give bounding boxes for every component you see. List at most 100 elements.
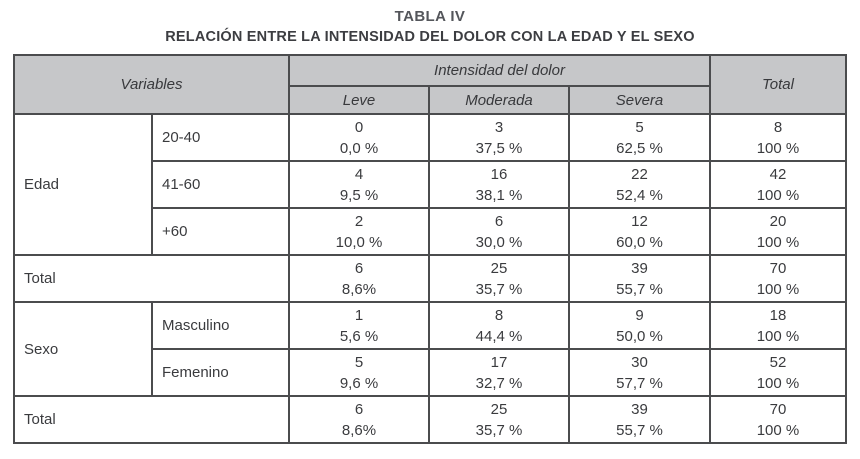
count-value: 9 bbox=[635, 306, 644, 324]
percent-value: 32,7 % bbox=[475, 374, 523, 392]
count-value: 20 bbox=[769, 212, 787, 230]
table-cell: 6 8,6% bbox=[288, 254, 430, 303]
table-row-edad-60plus: +60 2 10,0 % 6 30,0 % 12 60,0 % 20 100 % bbox=[14, 207, 847, 256]
table-cell: 1 5,6 % bbox=[288, 301, 430, 350]
percent-value: 10,0 % bbox=[335, 233, 383, 251]
percent-value: 38,1 % bbox=[475, 186, 523, 204]
table-cell: 0 0,0 % bbox=[288, 113, 430, 162]
group-label-edad: Edad bbox=[12, 113, 153, 256]
percent-value: 9,6 % bbox=[339, 374, 379, 392]
count-value: 22 bbox=[631, 165, 648, 183]
count-value: 16 bbox=[490, 165, 508, 183]
table-cell: 70 100 % bbox=[709, 254, 847, 303]
table-cell: 42 100 % bbox=[709, 160, 847, 209]
count-value: 25 bbox=[490, 400, 508, 418]
count-value: 25 bbox=[490, 259, 508, 277]
table-cell: 8 44,4 % bbox=[428, 301, 570, 350]
count-value: 70 bbox=[769, 259, 787, 277]
percent-value: 100 % bbox=[756, 327, 800, 345]
table-cell: 17 32,7 % bbox=[428, 348, 570, 397]
table-cell: 25 35,7 % bbox=[428, 254, 570, 303]
percent-value: 8,6% bbox=[341, 280, 377, 298]
count-value: 2 bbox=[354, 212, 364, 230]
table-cell: 70 100 % bbox=[709, 395, 847, 444]
count-value: 4 bbox=[354, 165, 364, 183]
table-cell: 3 37,5 % bbox=[428, 113, 570, 162]
table-cell: 52 100 % bbox=[709, 348, 847, 397]
crosstab-table: Variables Intensidad del dolor Total Lev… bbox=[12, 54, 847, 444]
percent-value: 62,5 % bbox=[616, 139, 663, 157]
table-row-edad-41-60: 41-60 4 9,5 % 16 38,1 % 22 52,4 % 42 100 % bbox=[14, 160, 847, 209]
row-label: 41-60 bbox=[150, 160, 291, 209]
count-value: 17 bbox=[490, 353, 508, 371]
table-row-sexo-femenino: Femenino 5 9,6 % 17 32,7 % 30 57,7 % 52 100 … bbox=[14, 348, 847, 397]
table-cell: 12 60,0 % bbox=[568, 207, 711, 256]
percent-value: 0,0 % bbox=[339, 139, 379, 157]
percent-value: 100 % bbox=[756, 233, 800, 251]
percent-value: 100 % bbox=[756, 186, 800, 204]
table-row-total-sexo: Total 6 8,6% 25 35,7 % 39 55,7 % 70 100 % bbox=[12, 395, 847, 444]
percent-value: 100 % bbox=[756, 139, 800, 157]
table-cell: 5 62,5 % bbox=[568, 113, 711, 162]
count-value: 6 bbox=[354, 400, 364, 418]
percent-value: 100 % bbox=[756, 374, 800, 392]
table-cell: 39 55,7 % bbox=[568, 254, 711, 303]
header-row-top: Variables Intensidad del dolor Total bbox=[12, 54, 847, 115]
group-label-sexo: Sexo bbox=[12, 301, 153, 397]
table-row-edad-20-40: Edad 20-40 0 0,0 % 3 37,5 % 5 62,5 % 8 100 % bbox=[12, 113, 847, 256]
row-label: Femenino bbox=[150, 348, 291, 397]
header-level-severa: Severa bbox=[568, 85, 711, 115]
table-title: TABLA IV bbox=[394, 8, 466, 25]
count-value: 8 bbox=[494, 306, 504, 324]
header-level-leve: Leve bbox=[288, 85, 430, 115]
table-cell: 20 100 % bbox=[709, 207, 847, 256]
count-value: 8 bbox=[773, 118, 783, 136]
table-cell: 39 55,7 % bbox=[568, 395, 711, 444]
count-value: 0 bbox=[354, 118, 364, 136]
count-value: 30 bbox=[631, 353, 648, 371]
table-cell: 6 8,6% bbox=[288, 395, 430, 444]
table-cell: 16 38,1 % bbox=[428, 160, 570, 209]
count-value: 5 bbox=[354, 353, 364, 371]
row-label: 20-40 bbox=[150, 113, 291, 162]
table-subtitle: RELACIÓN ENTRE LA INTENSIDAD DEL DOLOR C… bbox=[165, 29, 695, 45]
header-intensity-group: Intensidad del dolor bbox=[288, 54, 711, 87]
table-cell: 8 100 % bbox=[709, 113, 847, 162]
percent-value: 60,0 % bbox=[616, 233, 663, 251]
percent-value: 30,0 % bbox=[475, 233, 523, 251]
table-cell: 22 52,4 % bbox=[568, 160, 711, 209]
percent-value: 35,7 % bbox=[475, 280, 523, 298]
header-level-moderada: Moderada bbox=[428, 85, 570, 115]
percent-value: 57,7 % bbox=[616, 374, 663, 392]
table-row-total-edad: Total 6 8,6% 25 35,7 % 39 55,7 % 70 100 % bbox=[12, 254, 847, 303]
count-value: 3 bbox=[494, 118, 504, 136]
percent-value: 55,7 % bbox=[616, 421, 663, 439]
percent-value: 55,7 % bbox=[616, 280, 663, 298]
count-value: 1 bbox=[354, 306, 364, 324]
count-value: 5 bbox=[635, 118, 644, 136]
percent-value: 100 % bbox=[756, 280, 800, 298]
percent-value: 100 % bbox=[756, 421, 800, 439]
count-value: 6 bbox=[494, 212, 504, 230]
count-value: 39 bbox=[631, 259, 648, 277]
table-cell: 25 35,7 % bbox=[428, 395, 570, 444]
table-cell: 5 9,6 % bbox=[288, 348, 430, 397]
table-cell: 18 100 % bbox=[709, 301, 847, 350]
total-row-label: Total bbox=[12, 254, 291, 303]
count-value: 18 bbox=[769, 306, 787, 324]
percent-value: 52,4 % bbox=[616, 186, 663, 204]
table-cell: 6 30,0 % bbox=[428, 207, 570, 256]
table-row-sexo-masculino: Sexo Masculino 1 5,6 % 8 44,4 % 9 50,0 % 18… bbox=[12, 301, 847, 397]
percent-value: 5,6 % bbox=[339, 327, 379, 345]
header-total: Total bbox=[709, 54, 847, 115]
header-variables: Variables bbox=[12, 54, 291, 115]
count-value: 42 bbox=[769, 165, 787, 183]
count-value: 52 bbox=[769, 353, 787, 371]
percent-value: 8,6% bbox=[341, 421, 377, 439]
table-cell: 9 50,0 % bbox=[568, 301, 711, 350]
count-value: 39 bbox=[631, 400, 648, 418]
percent-value: 35,7 % bbox=[475, 421, 523, 439]
count-value: 70 bbox=[769, 400, 787, 418]
row-label: Masculino bbox=[150, 301, 291, 350]
count-value: 12 bbox=[631, 212, 648, 230]
